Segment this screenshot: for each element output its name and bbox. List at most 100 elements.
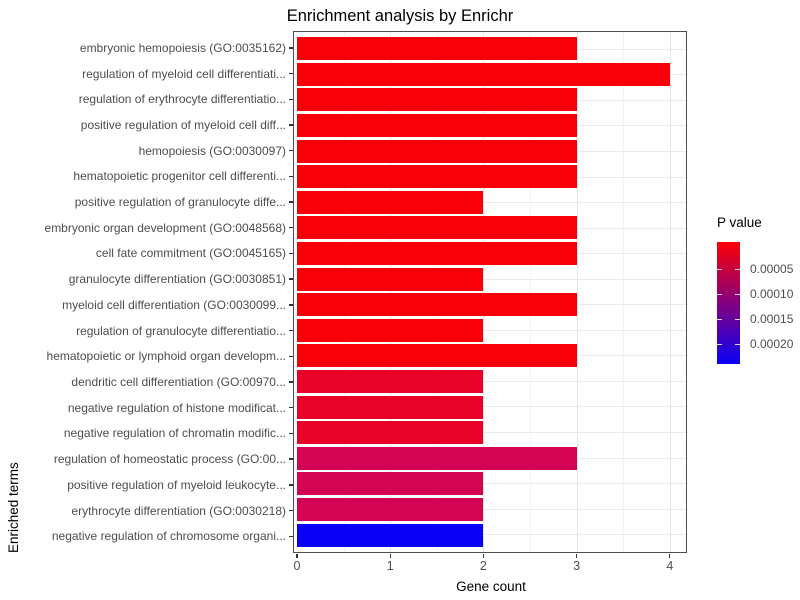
y-tick-label: granulocyte differentiation (GO:0030851) xyxy=(68,272,286,287)
y-tick-label: positive regulation of myeloid cell diff… xyxy=(80,117,286,132)
y-tick-mark xyxy=(289,98,293,100)
gridline-row xyxy=(294,483,686,485)
legend-title: P value xyxy=(717,215,762,230)
legend-tick-mark xyxy=(735,343,740,345)
gridline-row xyxy=(294,329,686,331)
bar-row xyxy=(294,36,686,62)
y-tick-mark xyxy=(289,278,293,280)
bar-dendritic-cell-differentiation-go-00970- xyxy=(297,370,484,394)
x-axis: 0 1 2 3 4 xyxy=(294,553,714,593)
y-axis-tick-labels: embryonic hemopoiesis (GO:0035162) regula… xyxy=(0,31,293,553)
bar-positive-regulation-of-myeloid-cell-diff xyxy=(297,114,577,138)
bar-cell-fate-commitment-go-0045165- xyxy=(297,242,577,266)
chart-title: Enrichment analysis by Enrichr xyxy=(286,7,514,25)
y-tick-label: hematopoietic or lymphoid organ developm… xyxy=(46,349,286,364)
bar-regulation-of-homeostatic-process-go-00- xyxy=(297,446,577,470)
bar-embryonic-hemopoiesis-go-0035162- xyxy=(297,37,577,61)
y-tick-mark xyxy=(289,252,293,255)
bar-regulation-of-myeloid-cell-differentiati xyxy=(297,62,670,86)
bar-row xyxy=(294,471,686,497)
y-tick-label: regulation of myeloid cell differentiati… xyxy=(82,66,286,81)
bar-row xyxy=(294,266,686,292)
legend-tick-mark xyxy=(717,343,722,345)
y-tick-label: regulation of erythrocyte differentiatio… xyxy=(78,92,286,107)
bar-row xyxy=(294,138,686,164)
bar-row xyxy=(294,497,686,523)
y-tick-row: negative regulation of chromatin modific… xyxy=(0,421,293,447)
bar-hemopoiesis-go-0030097- xyxy=(297,139,577,163)
y-tick-label: regulation of granulocyte differentiatio… xyxy=(76,323,286,338)
legend-gradient-bar xyxy=(717,242,740,364)
gridline-row xyxy=(294,534,686,536)
y-tick-label: positive regulation of myeloid leukocyte… xyxy=(67,477,286,492)
y-tick-mark xyxy=(289,304,293,306)
y-tick-mark xyxy=(289,227,293,229)
y-tick-mark xyxy=(289,355,293,357)
gridline-row xyxy=(294,380,686,382)
bar-regulation-of-granulocyte-differentiatio xyxy=(297,318,484,342)
y-tick-row: dendritic cell differentiation (GO:00970… xyxy=(0,369,293,395)
legend-tick-mark xyxy=(735,268,740,270)
y-tick-label: positive regulation of granulocyte diffe… xyxy=(74,195,286,210)
y-tick-row: embryonic organ development (GO:0048568) xyxy=(0,215,293,241)
y-tick-mark xyxy=(289,72,293,75)
bar-row xyxy=(294,87,686,113)
bar-row xyxy=(294,113,686,139)
bar-negative-regulation-of-chromatin-modific xyxy=(297,421,484,445)
bar-row xyxy=(294,394,686,420)
y-tick-label: negative regulation of chromosome organi… xyxy=(51,529,286,544)
y-tick-row: hematopoietic progenitor cell differenti… xyxy=(0,164,293,190)
gridline-major xyxy=(483,32,485,552)
y-tick-label: negative regulation of chromatin modific… xyxy=(63,426,286,441)
legend-gradient-wrap: 0.00005 0.00010 0.00015 0.00020 xyxy=(717,242,800,372)
y-tick-row: negative regulation of chromosome organi… xyxy=(0,523,293,549)
bar-row xyxy=(294,62,686,88)
y-tick-label: erythrocyte differentiation (GO:0030218) xyxy=(71,503,286,518)
x-tick-label: 4 xyxy=(666,559,674,573)
y-tick-row: hemopoiesis (GO:0030097) xyxy=(0,138,293,164)
y-tick-mark xyxy=(289,201,293,203)
legend-tick-mark xyxy=(717,318,722,320)
bar-row xyxy=(294,446,686,472)
y-tick-mark xyxy=(289,535,293,537)
gridline-minor xyxy=(623,32,625,552)
x-tick-label: 0 xyxy=(293,559,301,573)
y-tick-row: positive regulation of myeloid leukocyte… xyxy=(0,472,293,498)
y-tick-row: regulation of myeloid cell differentiati… xyxy=(0,61,293,87)
legend-tick-label: 0.00010 xyxy=(750,286,794,301)
gridline-row xyxy=(294,432,686,434)
y-tick-mark xyxy=(289,124,293,126)
y-tick-label: regulation of homeostatic process (GO:00… xyxy=(53,452,286,467)
y-tick-row: regulation of homeostatic process (GO:00… xyxy=(0,446,293,472)
bar-hematopoietic-or-lymphoid-organ-developm xyxy=(297,344,577,368)
y-tick-row: regulation of erythrocyte differentiatio… xyxy=(0,86,293,112)
x-tick-label: 2 xyxy=(479,559,487,573)
bar-row xyxy=(294,522,686,548)
y-tick-label: hemopoiesis (GO:0030097) xyxy=(138,143,286,158)
bar-row xyxy=(294,215,686,241)
legend-tick-mark xyxy=(717,293,722,295)
y-tick-mark xyxy=(289,458,293,460)
bar-positive-regulation-of-granulocyte-diffe xyxy=(297,190,484,214)
legend: P value 0.00005 0.00010 0.00015 0.00020 xyxy=(717,214,800,372)
y-tick-row: positive regulation of granulocyte diffe… xyxy=(0,189,293,215)
gridline-row xyxy=(294,406,686,408)
y-tick-mark xyxy=(289,175,293,178)
y-tick-label: cell fate commitment (GO:0045165) xyxy=(95,246,286,261)
x-tick-mark xyxy=(389,554,391,558)
gridline-row xyxy=(294,508,686,510)
y-tick-mark xyxy=(289,432,293,435)
legend-tick-label: 0.00020 xyxy=(750,336,794,351)
y-tick-row: cell fate commitment (GO:0045165) xyxy=(0,241,293,267)
bars-container xyxy=(294,32,686,552)
y-tick-label: embryonic hemopoiesis (GO:0035162) xyxy=(79,40,286,55)
legend-tick-label: 0.00015 xyxy=(750,311,794,326)
bar-negative-regulation-of-histone-modificat xyxy=(297,395,484,419)
gridline-minor xyxy=(436,32,438,552)
x-tick-mark xyxy=(575,554,578,558)
bar-row xyxy=(294,190,686,216)
y-tick-label: dendritic cell differentiation (GO:00970… xyxy=(71,374,286,389)
x-tick-label: 1 xyxy=(386,559,394,573)
gridline-row xyxy=(294,202,686,204)
